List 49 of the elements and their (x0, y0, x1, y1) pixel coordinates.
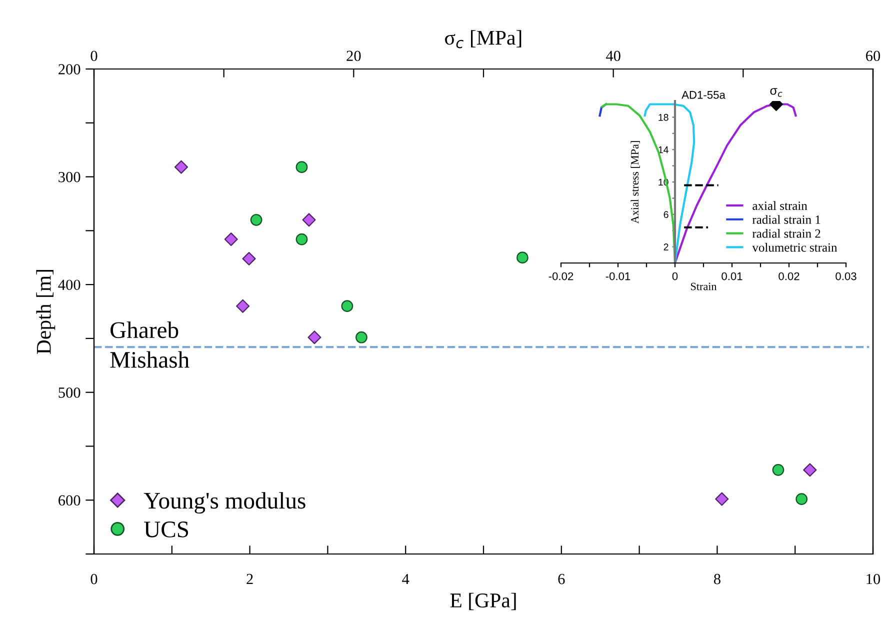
point (242, 252, 256, 266)
annotation: σ$_{c}$ (770, 88, 782, 97)
point (803, 463, 817, 477)
x-tick-label: -0.01 (606, 272, 630, 280)
y-axis-title: Axial stress [MPa] (630, 141, 640, 224)
x-tick-label: 10 (866, 574, 880, 584)
legend-label: radial strain 1 (752, 215, 820, 224)
x-tick-label: 6 (558, 574, 565, 584)
x-tick-label: 0 (90, 574, 98, 584)
y-tick-label: 500 (58, 387, 80, 398)
x-tick-label: 4 (402, 574, 410, 584)
y-tick-label: 18 (658, 114, 668, 121)
legend-label: radial strain 2 (752, 229, 820, 238)
x-tick-label: -0.02 (548, 272, 574, 280)
legend-label: Young's modulus (144, 492, 306, 514)
x-tick-label: 8 (714, 574, 720, 584)
point (302, 213, 316, 227)
point (224, 232, 238, 246)
x2-tick-label: 40 (606, 50, 620, 62)
point (236, 299, 250, 313)
x-tick-label: 0 (672, 272, 678, 280)
annotation: Ghareb (110, 321, 178, 338)
y-tick-label: 6 (664, 211, 668, 218)
point (174, 160, 188, 174)
x2-tick-label: 60 (866, 50, 880, 62)
chart-title: AD1-55a (682, 91, 726, 99)
y-tick-label: 400 (58, 280, 80, 290)
y-tick-label: 600 (58, 495, 80, 506)
x-tick-label: 2 (246, 574, 253, 584)
line-series (644, 103, 696, 263)
x-tick-label: 0.02 (778, 272, 800, 280)
y-tick-label: 300 (58, 172, 80, 182)
x2-axis-title: σ$_{c}$ [MPa] (445, 30, 522, 48)
annotation: Mishash (110, 351, 190, 368)
x-axis-title: Strain (690, 282, 717, 290)
x-tick-label: 0.01 (722, 272, 742, 280)
y-tick-label: 200 (58, 64, 80, 74)
point (715, 492, 729, 506)
legend-label: axial strain (752, 201, 808, 210)
legend-label: UCS (144, 522, 188, 538)
x2-tick-label: 20 (346, 50, 361, 62)
x-axis-title: E [GPa] (450, 592, 516, 610)
y-axis-title: Depth [m] (36, 270, 56, 354)
legend-label: volumetric strain (752, 242, 838, 252)
y-tick-label: 2 (664, 244, 668, 250)
x-tick-label: 0.03 (836, 272, 856, 280)
point (308, 330, 322, 344)
y-tick-label: 14 (658, 146, 668, 154)
x2-tick-label: 0 (90, 50, 98, 62)
